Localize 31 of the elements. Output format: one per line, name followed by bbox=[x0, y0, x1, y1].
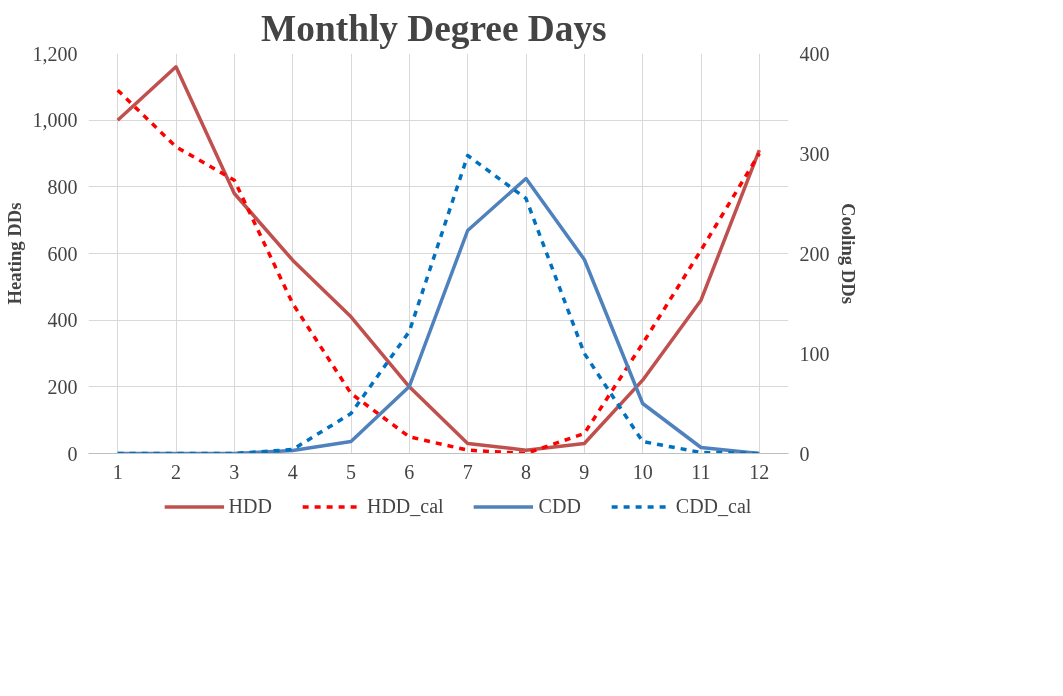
x-tick-label: 2 bbox=[171, 460, 181, 483]
x-tick-label: 5 bbox=[346, 460, 356, 483]
x-tick-label: 3 bbox=[229, 460, 240, 483]
y2-tick-label: 0 bbox=[799, 442, 810, 465]
y2-axis-title: Cooling DDs bbox=[837, 202, 859, 305]
legend-label: CDD_cal bbox=[675, 494, 752, 518]
x-tick-label: 6 bbox=[404, 460, 415, 483]
y-axis-title: Heating DDs bbox=[3, 202, 25, 305]
y-tick-label: 200 bbox=[47, 375, 78, 398]
y2-tick-label: 300 bbox=[799, 142, 830, 165]
legend-label: CDD bbox=[538, 494, 581, 518]
x-tick-label: 12 bbox=[749, 460, 770, 483]
y2-tick-label: 200 bbox=[799, 242, 830, 265]
y-tick-label: 0 bbox=[67, 442, 78, 465]
legend-label: HDD_cal bbox=[366, 494, 444, 518]
y-tick-label: 600 bbox=[47, 242, 78, 265]
x-tick-label: 9 bbox=[579, 460, 590, 483]
x-tick-label: 4 bbox=[287, 460, 298, 483]
chart-title: Monthly Degree Days bbox=[261, 7, 607, 49]
x-tick-label: 10 bbox=[632, 460, 653, 483]
x-tick-label: 7 bbox=[462, 460, 473, 483]
y-tick-label: 1,200 bbox=[32, 42, 78, 65]
y-tick-label: 800 bbox=[47, 175, 78, 198]
x-tick-label: 8 bbox=[521, 460, 531, 483]
x-tick-label: 11 bbox=[691, 460, 711, 483]
legend-label: HDD bbox=[228, 494, 272, 518]
x-tick-label: 1 bbox=[112, 460, 123, 483]
y2-tick-label: 400 bbox=[799, 42, 830, 65]
y-tick-label: 1,000 bbox=[32, 109, 78, 132]
y-tick-label: 400 bbox=[47, 309, 78, 332]
y2-tick-label: 100 bbox=[799, 342, 830, 365]
